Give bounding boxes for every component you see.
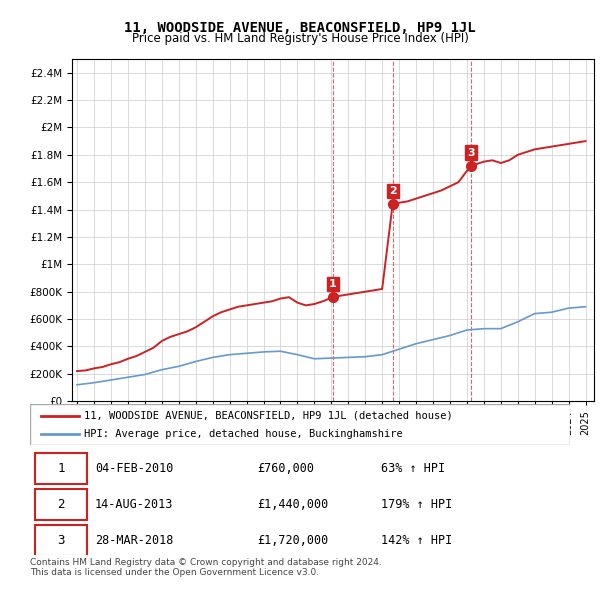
Text: 2: 2 xyxy=(389,186,397,196)
Text: 1: 1 xyxy=(58,462,65,475)
Text: This data is licensed under the Open Government Licence v3.0.: This data is licensed under the Open Gov… xyxy=(30,568,319,576)
Text: Price paid vs. HM Land Registry's House Price Index (HPI): Price paid vs. HM Land Registry's House … xyxy=(131,32,469,45)
Text: 04-FEB-2010: 04-FEB-2010 xyxy=(95,462,173,475)
Text: 2: 2 xyxy=(58,498,65,511)
Text: £760,000: £760,000 xyxy=(257,462,314,475)
FancyBboxPatch shape xyxy=(35,525,86,556)
FancyBboxPatch shape xyxy=(35,489,86,520)
Text: £1,440,000: £1,440,000 xyxy=(257,498,328,511)
Text: 11, WOODSIDE AVENUE, BEACONSFIELD, HP9 1JL (detached house): 11, WOODSIDE AVENUE, BEACONSFIELD, HP9 1… xyxy=(84,411,453,421)
Text: 14-AUG-2013: 14-AUG-2013 xyxy=(95,498,173,511)
FancyBboxPatch shape xyxy=(35,453,86,484)
Text: 3: 3 xyxy=(467,148,475,158)
Text: 63% ↑ HPI: 63% ↑ HPI xyxy=(381,462,445,475)
Text: 11, WOODSIDE AVENUE, BEACONSFIELD, HP9 1JL: 11, WOODSIDE AVENUE, BEACONSFIELD, HP9 1… xyxy=(124,21,476,35)
Text: 179% ↑ HPI: 179% ↑ HPI xyxy=(381,498,452,511)
Text: 142% ↑ HPI: 142% ↑ HPI xyxy=(381,534,452,547)
FancyBboxPatch shape xyxy=(30,404,570,445)
Text: HPI: Average price, detached house, Buckinghamshire: HPI: Average price, detached house, Buck… xyxy=(84,429,403,439)
Text: 1: 1 xyxy=(329,279,337,289)
Text: 3: 3 xyxy=(58,534,65,547)
Text: Contains HM Land Registry data © Crown copyright and database right 2024.: Contains HM Land Registry data © Crown c… xyxy=(30,558,382,566)
Text: 28-MAR-2018: 28-MAR-2018 xyxy=(95,534,173,547)
Text: £1,720,000: £1,720,000 xyxy=(257,534,328,547)
